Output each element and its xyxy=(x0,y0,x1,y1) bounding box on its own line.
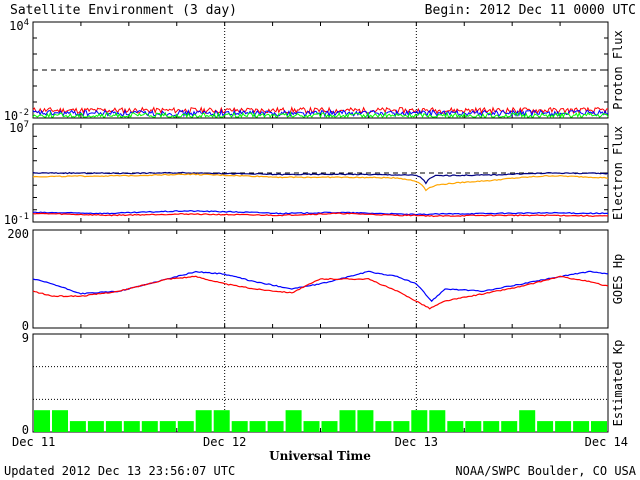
kp-bar xyxy=(339,410,356,432)
y-axis-label: GOES Hp xyxy=(611,254,625,305)
x-axis-label: Universal Time xyxy=(269,449,371,463)
y-tick-label-bottom: 10-1 xyxy=(4,212,29,227)
kp-bar xyxy=(87,421,104,432)
kp-bar xyxy=(303,421,320,432)
kp-bar xyxy=(591,421,607,432)
panels-group: 104 10-2 Proton Flux 107 10-1 Electron Flux 20… xyxy=(4,18,628,449)
kp-bar xyxy=(285,410,302,432)
y-tick-label-top: 9 xyxy=(22,331,29,345)
kp-bar xyxy=(537,421,554,432)
kp-bar xyxy=(105,421,122,432)
kp-bar xyxy=(429,410,446,432)
y-tick-label-top: 107 xyxy=(9,120,29,135)
kp-bar xyxy=(555,421,572,432)
kp-bar xyxy=(123,421,140,432)
x-tick-label: Dec 14 xyxy=(585,435,628,449)
kp-bar xyxy=(213,410,230,432)
x-tick-label: Dec 12 xyxy=(203,435,246,449)
x-tick-label: Dec 11 xyxy=(12,435,55,449)
kp-bar xyxy=(141,421,158,432)
series-line-orange xyxy=(32,173,609,192)
y-axis-label: Proton Flux xyxy=(611,30,625,109)
series-line-navy xyxy=(32,171,609,185)
kp-bar xyxy=(447,421,464,432)
kp-bar xyxy=(159,421,176,432)
kp-bar xyxy=(321,421,338,432)
x-tick-label: Dec 13 xyxy=(395,435,438,449)
kp-bar xyxy=(483,421,500,432)
series-line-red xyxy=(32,275,609,310)
chart-title: Satellite Environment (3 day) xyxy=(10,3,237,18)
kp-bar xyxy=(465,421,482,432)
kp-bar xyxy=(231,421,248,432)
kp-bar xyxy=(411,410,428,432)
y-axis-label: Estimated Kp xyxy=(611,340,625,427)
y-tick-label-bottom: 0 xyxy=(22,319,29,333)
kp-bar xyxy=(573,421,590,432)
credit-label: NOAA/SWPC Boulder, CO USA xyxy=(455,464,636,478)
series-line-green xyxy=(32,111,609,119)
y-tick-label-top: 200 xyxy=(7,227,29,241)
y-axis-label: Electron Flux xyxy=(611,126,625,220)
series-line-red xyxy=(32,106,609,115)
y-tick-label-bottom: 0 xyxy=(22,423,29,437)
kp-bar xyxy=(393,421,410,432)
kp-bar xyxy=(501,421,518,432)
kp-bar xyxy=(249,421,266,432)
kp-bar xyxy=(52,410,68,432)
kp-bar xyxy=(375,421,392,432)
series-line-red xyxy=(32,212,609,218)
y-tick-label-top: 104 xyxy=(9,18,29,33)
kp-bar xyxy=(34,410,50,432)
kp-bar xyxy=(357,410,374,432)
kp-bar xyxy=(267,421,284,432)
begin-label: Begin: 2012 Dec 11 0000 UTC xyxy=(425,3,636,18)
y-tick-label-bottom: 10-2 xyxy=(4,108,29,123)
updated-timestamp: Updated 2012 Dec 13 23:56:07 UTC xyxy=(4,464,235,478)
kp-bar xyxy=(195,410,212,432)
kp-bar xyxy=(69,421,86,432)
kp-bar xyxy=(519,410,536,432)
series-line-blue xyxy=(32,270,609,303)
kp-bar xyxy=(177,421,194,432)
